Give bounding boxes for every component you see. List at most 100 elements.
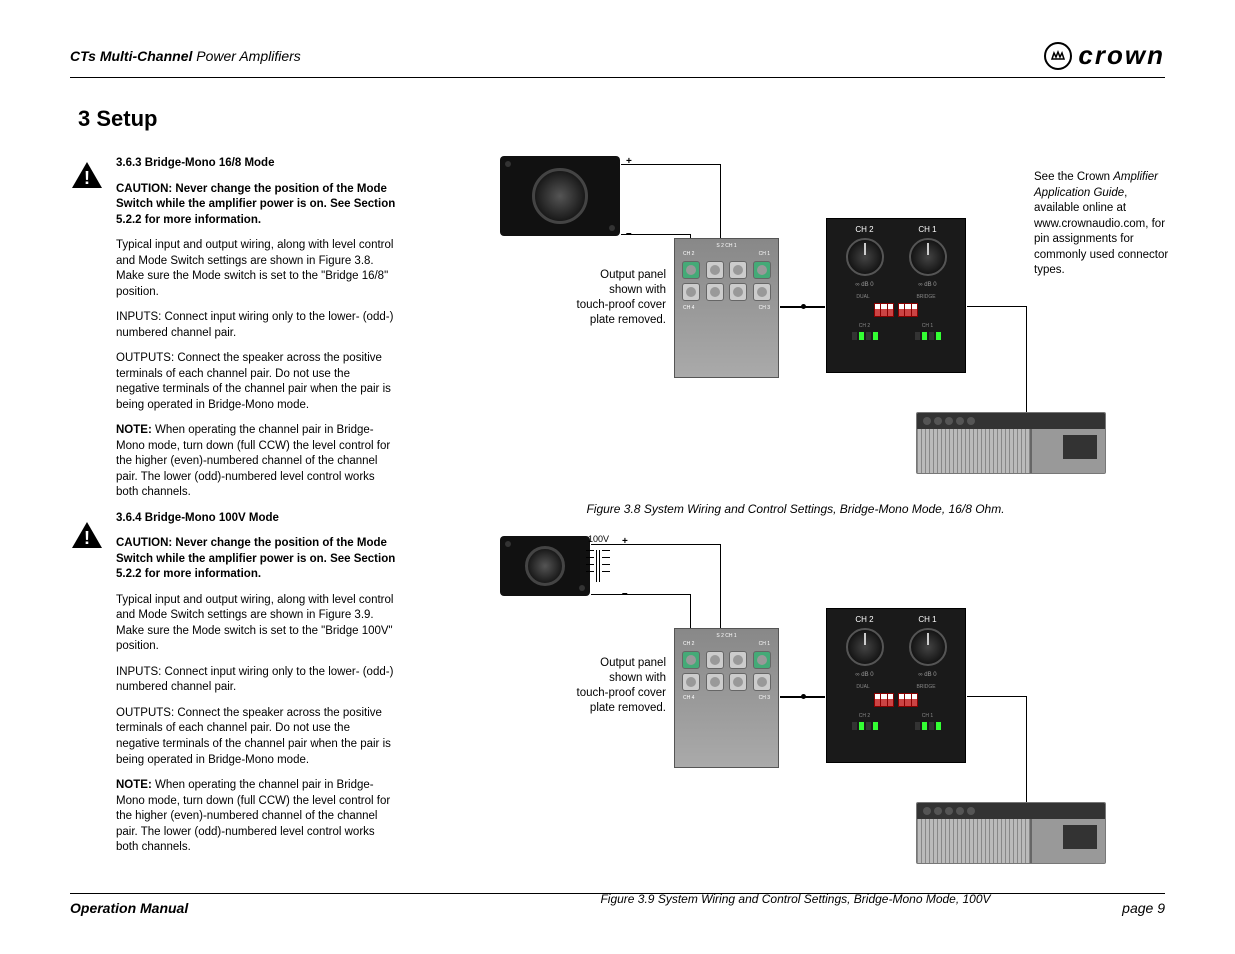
v100-label: 100V [588,534,609,544]
ctrl-ch1-lower: CH 1 [922,323,933,329]
caution-363: CAUTION: Never change the position of th… [116,182,396,229]
mode-switch-icon [898,303,918,317]
ctrl-ch2-label: CH 2 [855,615,873,624]
para-363-2: INPUTS: Connect input wiring only to the… [116,310,396,341]
io-top-labels: S 2 CH 1 [679,633,774,639]
speaker-icon [500,536,590,596]
text-column: 3.6.3 Bridge-Mono 16/8 Mode CAUTION: Nev… [116,156,396,926]
note-label: NOTE: [116,779,152,791]
footer-page-number: page 9 [1122,900,1165,916]
db-scale: ∞ dB 0 [855,672,873,678]
output-connector-icon [753,283,771,301]
warning-icon-column: ! ! [70,156,106,926]
mode-switch-icon [874,303,894,317]
figure-3-8-caption: Figure 3.8 System Wiring and Control Set… [426,502,1165,516]
caution-364: CAUTION: Never change the position of th… [116,536,396,583]
ctrl-ch2-lower: CH 2 [859,713,870,719]
output-connector-icon [753,673,771,691]
sw-dual-label: DUAL [856,684,869,690]
output-connector-icon [729,651,747,669]
output-connector-icon [753,261,771,279]
note-label: NOTE: [116,424,152,436]
io-ch3-label: CH 3 [759,305,770,311]
level-knob-icon [909,628,947,666]
left-column: ! ! 3.6.3 Bridge-Mono 16/8 Mode CAUTION:… [70,156,396,926]
note-text: When operating the channel pair in Bridg… [116,779,390,853]
right-column: See the Crown Amplifier Application Guid… [426,156,1165,926]
product-name-bold: CTs Multi-Channel [70,48,192,64]
brand-logo: crown [1044,40,1165,71]
ctrl-ch2-lower: CH 2 [859,323,870,329]
content-row: ! ! 3.6.3 Bridge-Mono 16/8 Mode CAUTION:… [70,156,1165,926]
mode-switch-icon [874,693,894,707]
wire [1026,306,1027,416]
output-panel-callout: Output panel shown with touch-proof cove… [576,268,666,328]
io-ch4-label: CH 4 [683,305,694,311]
ctrl-ch1-label: CH 1 [918,615,936,624]
brand-wordmark: crown [1078,40,1165,71]
db-scale: ∞ dB 0 [855,282,873,288]
figure-3-8: + – Output panel shown with touch-proof … [426,156,1165,516]
para-363-1: Typical input and output wiring, along w… [116,238,396,300]
page-header: CTs Multi-Channel Power Amplifiers crown [70,48,1165,78]
output-connector-icon [706,261,724,279]
page-footer: Operation Manual page 9 [70,893,1165,916]
mixer-icon [916,412,1106,474]
control-panel: CH 2CH 1 ∞ dB 0∞ dB 0 DUALBRIDGE CH 2CH … [826,218,966,373]
io-ch4-label: CH 4 [683,695,694,701]
mixer-icon [916,802,1106,864]
ctrl-ch2-label: CH 2 [855,225,873,234]
level-knob-icon [909,238,947,276]
io-ch2-label: CH 2 [683,641,694,647]
led-group-icon [915,332,941,340]
output-connector-icon [729,261,747,279]
level-knob-icon [846,628,884,666]
speaker-cone-icon [525,546,565,586]
ctrl-ch1-lower: CH 1 [922,713,933,719]
wire [1026,696,1027,806]
io-ch1-label: CH 1 [759,641,770,647]
output-connector-icon [706,673,724,691]
output-panel-callout: Output panel shown with touch-proof cove… [576,656,666,716]
level-knob-icon [846,238,884,276]
wire [621,164,721,165]
io-ch1-label: CH 1 [759,251,770,257]
product-name-light: Power Amplifiers [192,48,300,64]
ctrl-ch1-label: CH 1 [918,225,936,234]
led-group-icon [915,722,941,730]
led-group-icon [852,332,878,340]
para-363-3: OUTPUTS: Connect the speaker across the … [116,351,396,413]
control-panel: CH 2CH 1 ∞ dB 0∞ dB 0 DUALBRIDGE CH 2CH … [826,608,966,763]
output-connector-icon [682,261,700,279]
figure-3-9: + – 100V Output panel shown with touch-p… [426,536,1165,906]
polarity-plus: + [622,536,628,547]
transformer-icon [582,548,614,584]
wire [591,594,691,595]
output-connector-icon [682,283,700,301]
footer-manual-title: Operation Manual [70,900,188,916]
sw-bridge-label: BRIDGE [916,294,935,300]
io-panel: S 2 CH 1 CH 2 CH 1 CH 4 CH 3 [674,628,779,768]
output-connector-icon [706,651,724,669]
io-ch2-label: CH 2 [683,251,694,257]
output-connector-icon [729,283,747,301]
para-364-3: OUTPUTS: Connect the speaker across the … [116,706,396,768]
note-363: NOTE: When operating the channel pair in… [116,423,396,501]
section-title: 3 Setup [78,106,1165,132]
speaker-icon [500,156,620,236]
output-connector-icon [729,673,747,691]
io-ch3-label: CH 3 [759,695,770,701]
led-group-icon [852,722,878,730]
wire [621,234,691,235]
svg-text:!: ! [84,168,90,188]
db-scale: ∞ dB 0 [918,282,936,288]
output-connector-icon [682,673,700,691]
wire [967,696,1027,697]
para-364-1: Typical input and output wiring, along w… [116,593,396,655]
io-panel: S 2 CH 1 CH 2CH 1 CH 4CH 3 [674,238,779,378]
wire [801,694,806,699]
subsection-363-heading: 3.6.3 Bridge-Mono 16/8 Mode [116,156,396,172]
svg-text:!: ! [84,528,90,548]
warning-triangle-icon: ! [70,160,104,190]
wire [591,544,721,545]
